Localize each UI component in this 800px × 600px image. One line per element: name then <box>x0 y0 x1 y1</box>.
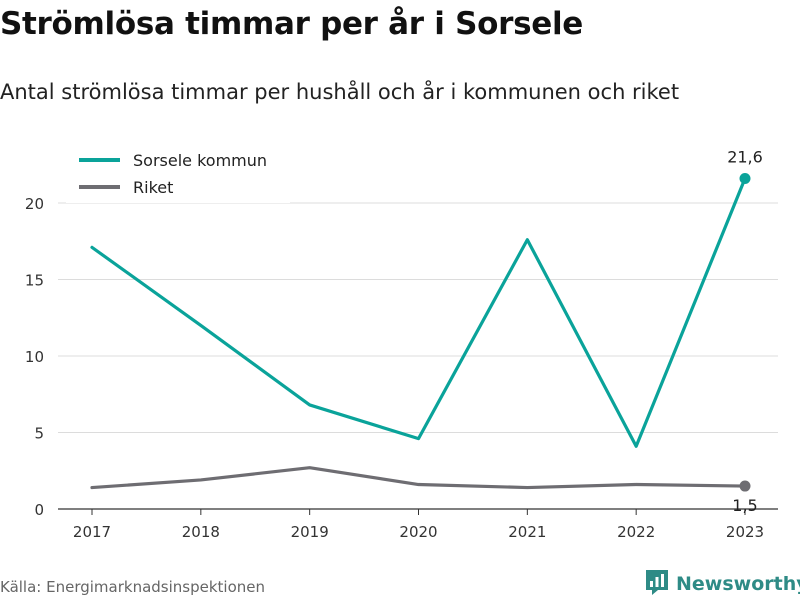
series-line-riket <box>90 466 747 490</box>
x-tick-label: 2021 <box>508 523 546 541</box>
x-tick-label: 2023 <box>726 523 764 541</box>
legend-background <box>66 145 290 203</box>
y-tick-label: 20 <box>25 195 44 213</box>
legend-label: Riket <box>133 178 173 197</box>
series-lines: 1,5 21,6 <box>90 148 763 515</box>
bar-chart-logo-icon <box>644 568 670 600</box>
x-tick-label: 2020 <box>399 523 437 541</box>
x-axis: 2017 2018 2019 2020 2021 2022 2023 <box>73 509 764 541</box>
x-tick-label: 2022 <box>617 523 655 541</box>
y-axis: 0 5 10 15 20 <box>25 195 44 519</box>
chart-subtitle: Antal strömlösa timmar per hushåll och å… <box>0 80 680 104</box>
x-tick-label: 2017 <box>73 523 111 541</box>
end-value-label: 1,5 <box>732 496 757 515</box>
y-tick-label: 0 <box>34 501 44 519</box>
brand-name: Newsworthy <box>676 573 800 595</box>
series-line-sorsele <box>90 176 747 448</box>
end-point-marker <box>739 480 751 492</box>
y-tick-label: 10 <box>25 348 44 366</box>
legend: Sorsele kommun Riket <box>66 145 290 203</box>
brand-logo[interactable]: Newsworthy <box>644 568 800 600</box>
gridlines <box>58 202 778 510</box>
y-tick-label: 15 <box>25 272 44 290</box>
source-note: Källa: Energimarknadsinspektionen <box>0 578 266 596</box>
x-tick-label: 2019 <box>291 523 329 541</box>
end-point-marker <box>739 173 751 185</box>
x-tick-label: 2018 <box>182 523 220 541</box>
chart-title: Strömlösa timmar per år i Sorsele <box>0 6 584 42</box>
y-tick-label: 5 <box>34 425 44 443</box>
legend-label: Sorsele kommun <box>133 151 267 170</box>
end-value-label: 21,6 <box>727 148 763 167</box>
